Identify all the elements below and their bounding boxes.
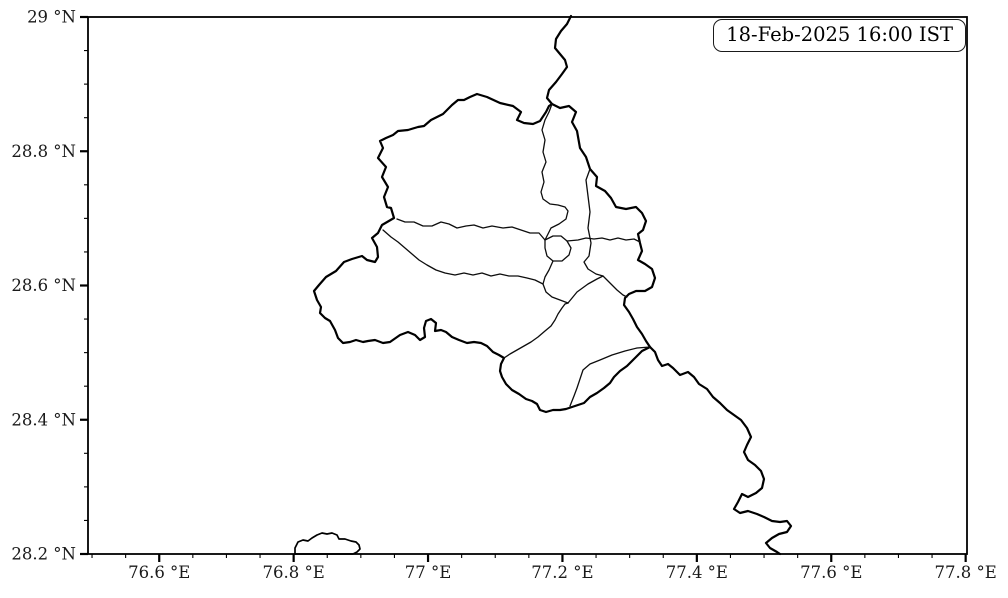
y-tick-label: 28.2 °N	[11, 545, 76, 564]
district-line-southwest-south	[503, 302, 569, 359]
central-district-polygon	[544, 235, 572, 262]
district-line-river-west	[540, 103, 569, 241]
y-tick-label: 28.6 °N	[11, 276, 76, 295]
x-tick-label: 76.6 °E	[128, 563, 190, 582]
x-tick-label: 76.8 °E	[262, 563, 324, 582]
y-tick-label: 28.8 °N	[11, 142, 76, 161]
north-boundary-line	[545, 14, 573, 106]
x-tick-label: 77.6 °E	[800, 563, 862, 582]
x-tick-label: 77.4 °E	[666, 563, 728, 582]
district-line-northwest	[396, 218, 546, 241]
y-tick-label: 29 °N	[27, 8, 76, 27]
timestamp-text: 18-Feb-2025 16:00 IST	[726, 23, 953, 46]
state-outer-boundary	[312, 92, 657, 414]
x-tick-label: 77.2 °E	[531, 563, 593, 582]
district-line-northeast	[566, 237, 641, 243]
district-line-central-south	[542, 260, 569, 304]
district-line-newdelhi-east	[567, 275, 628, 304]
boundary-fragment-bottom-left	[294, 532, 361, 555]
southeast-boundary-line	[648, 345, 793, 556]
district-line-south-southeast	[569, 346, 651, 407]
district-line-river-east	[583, 168, 604, 277]
y-tick-label: 28.4 °N	[11, 410, 76, 429]
district-line-west-southwest	[382, 229, 544, 285]
plot-frame	[87, 16, 968, 555]
timestamp-box: 18-Feb-2025 16:00 IST	[713, 19, 966, 52]
x-tick-label: 77.8 °E	[935, 563, 997, 582]
x-tick-label: 77 °E	[405, 563, 452, 582]
